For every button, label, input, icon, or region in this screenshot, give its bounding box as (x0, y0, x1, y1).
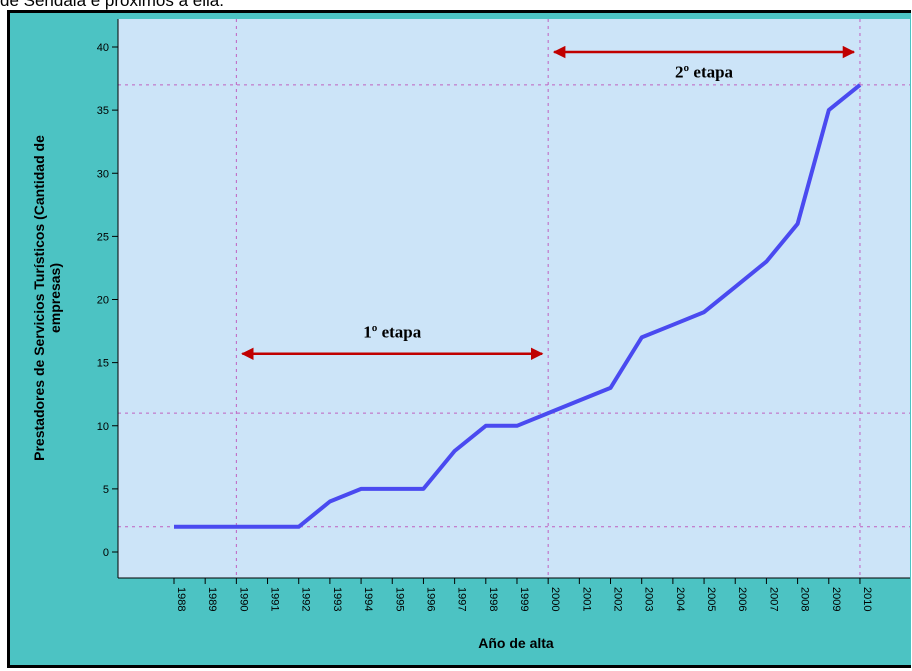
x-tick-label: 2000 (549, 587, 561, 611)
series-line (174, 83, 862, 529)
x-tick-label: 2007 (767, 587, 779, 611)
y-tick-label: 35 (97, 105, 109, 117)
x-tick-label: 2006 (736, 587, 748, 611)
stage-label: 1º etapa (363, 322, 422, 341)
x-tick-label: 1999 (518, 587, 530, 611)
x-tick-label: 2008 (799, 587, 811, 611)
y-axis: 0 5 10 15 20 25 30 35 40 (97, 19, 119, 578)
x-tick-label: 2010 (861, 587, 873, 611)
x-tick-label: 1995 (393, 587, 405, 611)
x-tick-label: 1990 (237, 587, 249, 611)
page-caption: de Sendala e próximos a ella. (0, 0, 224, 10)
x-tick-label: 2002 (612, 587, 624, 611)
x-tick-label: 1992 (300, 587, 312, 611)
y-tick-label: 10 (97, 421, 109, 433)
x-axis: 1988 1989 1990 1991 1992 1993 1994 1995 1996 1997… (118, 577, 910, 611)
x-tick-label: 1989 (206, 587, 218, 611)
x-tick-label: 2005 (705, 587, 717, 611)
x-tick-label: 2009 (830, 587, 842, 611)
y-tick-label: 30 (97, 168, 109, 180)
y-tick-label: 25 (97, 231, 109, 243)
y-axis-label-group: Prestadores de Servicios Turísticos (Can… (31, 135, 63, 461)
x-tick-label: 2003 (643, 587, 655, 611)
y-tick-label: 5 (103, 484, 109, 496)
x-tick-label: 2004 (674, 587, 686, 611)
x-tick-label: 2001 (580, 587, 592, 611)
x-tick-label: 1988 (175, 587, 187, 611)
series-group (174, 83, 862, 529)
annotations: 1º etapa 2º etapa (241, 45, 856, 361)
y-tick-label: 0 (103, 547, 109, 559)
x-tick-label: 1997 (456, 587, 468, 611)
y-axis-label-line: Prestadores de Servicios Turísticos (Can… (31, 135, 47, 461)
x-tick-label: 1991 (269, 587, 281, 611)
stage-label: 2º etapa (675, 62, 734, 81)
y-axis-label-line: empresas) (47, 263, 63, 333)
y-tick-label: 20 (97, 295, 109, 307)
x-tick-label: 1996 (424, 587, 436, 611)
plot-area (118, 19, 910, 578)
y-tick-label: 40 (97, 42, 109, 54)
x-axis-label: Año de alta (478, 635, 554, 651)
x-tick-label: 1998 (487, 587, 499, 611)
y-tick-label: 15 (97, 358, 109, 370)
x-tick-label: 1993 (331, 587, 343, 611)
reference-lines (118, 19, 910, 578)
x-tick-label: 1994 (362, 587, 374, 611)
